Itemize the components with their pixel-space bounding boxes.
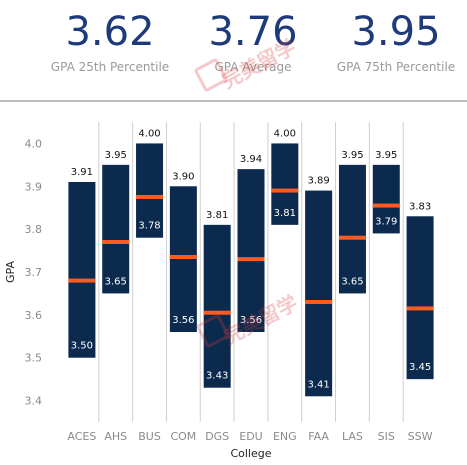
high-value-label: 3.91: [71, 167, 93, 178]
range-bar: [372, 164, 400, 234]
average-marker: [203, 310, 231, 315]
high-value-label: 3.95: [341, 150, 363, 161]
x-tick-label: ENG: [273, 430, 297, 443]
low-value-label: 3.43: [206, 371, 228, 382]
y-tick-label: 3.5: [25, 352, 43, 365]
y-tick-label: 3.6: [25, 309, 43, 322]
x-tick-label: FAA: [308, 430, 329, 443]
range-bar: [169, 186, 197, 332]
average-marker: [338, 235, 366, 240]
average-marker: [169, 255, 197, 259]
y-axis-label: GPA: [4, 261, 17, 283]
range-bar: [271, 143, 299, 225]
low-value-label: 3.41: [308, 379, 330, 390]
x-tick-label: ACES: [67, 430, 96, 443]
stat-average: 3.76 GPA Average: [178, 8, 328, 74]
x-tick-label: BUS: [138, 430, 161, 443]
average-marker: [372, 203, 400, 208]
stat-75th-percentile: 3.95 GPA 75th Percentile: [321, 8, 467, 74]
average-marker: [237, 257, 265, 262]
low-value-label: 3.50: [71, 341, 93, 352]
high-value-label: 3.83: [409, 201, 431, 212]
y-tick-label: 3.7: [25, 266, 43, 279]
high-value-label: 3.90: [172, 171, 194, 182]
x-tick-label: LAS: [342, 430, 363, 443]
high-value-label: 3.95: [105, 150, 127, 161]
gpa-range-chart: 3.4 3.5 3.6 3.7 3.8 3.9 4.0 GPA 3.91 3.50 ACES 3.95…: [4, 122, 434, 460]
low-value-label: 3.65: [105, 276, 127, 287]
stat-value: 3.95: [351, 9, 441, 55]
low-value-label: 3.81: [274, 208, 296, 219]
high-value-label: 3.89: [308, 176, 330, 187]
low-value-label: 3.45: [409, 362, 431, 373]
average-marker: [406, 306, 434, 311]
range-bar: [237, 169, 265, 332]
high-value-label: 4.00: [274, 128, 296, 139]
x-tick-label: EDU: [239, 430, 262, 443]
x-tick-label: SIS: [378, 430, 395, 443]
average-marker: [271, 188, 299, 193]
average-marker: [102, 240, 130, 244]
high-value-label: 3.95: [375, 150, 397, 161]
x-tick-label: COM: [170, 430, 196, 443]
range-bar: [406, 216, 434, 380]
high-value-label: 3.81: [206, 210, 228, 221]
range-bar: [68, 182, 96, 358]
x-axis-label: College: [230, 447, 271, 460]
average-marker: [305, 300, 333, 304]
y-tick-label: 4.0: [25, 137, 43, 150]
stat-label: GPA 75th Percentile: [336, 60, 456, 74]
stat-value: 3.62: [65, 9, 155, 55]
range-bar: [203, 224, 231, 388]
summary-stats: 3.62 GPA 25th Percentile 3.76 GPA Averag…: [0, 0, 467, 100]
average-marker: [68, 278, 96, 283]
low-value-label: 3.56: [240, 315, 262, 326]
range-bar: [305, 190, 333, 397]
section-divider: [0, 100, 467, 102]
y-tick-label: 3.8: [25, 223, 43, 236]
low-value-label: 3.78: [138, 221, 160, 232]
stat-25th-percentile: 3.62 GPA 25th Percentile: [35, 8, 185, 74]
low-value-label: 3.79: [375, 216, 397, 227]
average-marker: [136, 195, 164, 199]
stat-label: GPA Average: [214, 60, 292, 74]
low-value-label: 3.65: [341, 276, 363, 287]
range-bar: [136, 143, 164, 238]
x-tick-label: DGS: [205, 430, 229, 443]
range-bar: [102, 164, 130, 294]
x-tick-label: SSW: [408, 430, 433, 443]
stat-value: 3.76: [208, 9, 298, 55]
high-value-label: 4.00: [138, 128, 160, 139]
stat-label: GPA 25th Percentile: [50, 60, 170, 74]
x-tick-label: AHS: [104, 430, 127, 443]
y-tick-label: 3.9: [25, 180, 43, 193]
low-value-label: 3.56: [172, 315, 194, 326]
high-value-label: 3.94: [240, 154, 262, 165]
y-tick-label: 3.4: [25, 395, 43, 408]
range-bar: [338, 164, 366, 294]
